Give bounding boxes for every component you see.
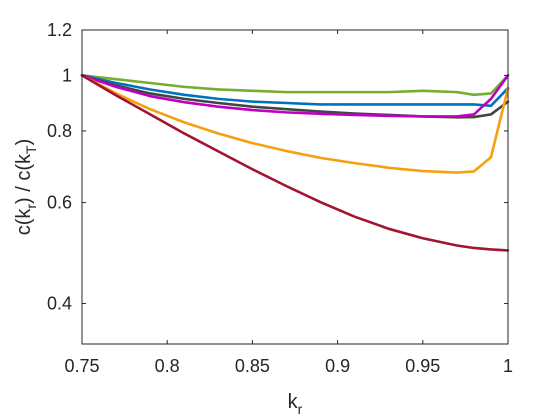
y-tick-label: 0.4 [47, 294, 72, 314]
series-line-5 [80, 74, 510, 174]
axes-box [81, 29, 509, 345]
y-tick-label: 0.8 [47, 121, 72, 141]
y-tick-label: 1 [62, 65, 72, 85]
y-tick-label: 1.2 [47, 20, 72, 40]
x-tick-label: 0.95 [405, 356, 440, 376]
series-line-3 [80, 74, 510, 119]
x-tick-label: 1 [503, 356, 513, 376]
x-tick-label: 0.9 [325, 356, 350, 376]
series-line-1 [80, 74, 510, 97]
y-axis-label: c(kr) / c(kT) [13, 139, 39, 236]
y-tick-label: 0.6 [47, 193, 72, 213]
x-tick-label: 0.75 [64, 356, 99, 376]
series-line-2 [80, 74, 510, 108]
series-line-6 [80, 74, 510, 252]
plot-area [82, 30, 508, 344]
x-axis-label: kr [288, 391, 303, 417]
x-tick-label: 0.8 [155, 356, 180, 376]
series-line-4 [80, 74, 510, 118]
x-tick-label: 0.85 [235, 356, 270, 376]
